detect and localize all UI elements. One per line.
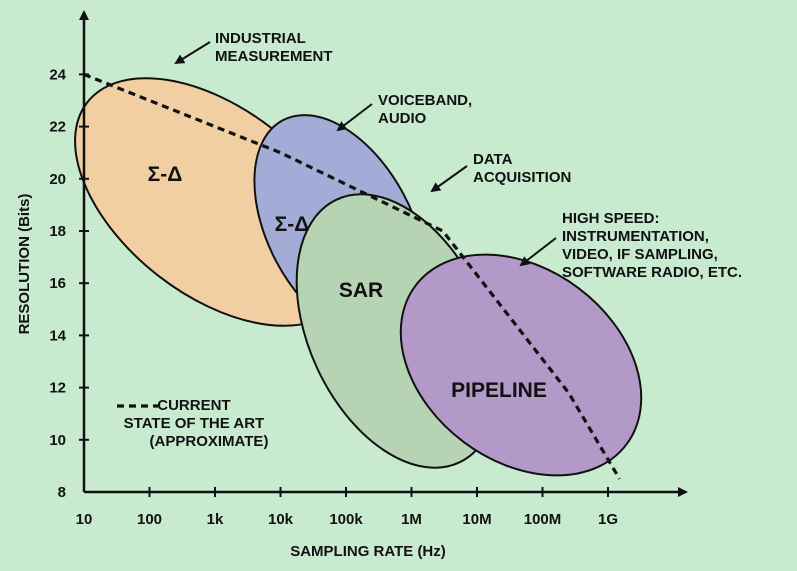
x-tick-label: 100k [329,511,363,528]
annotation-industrial-line-2: MEASUREMENT [215,48,333,65]
legend-line-2: STATE OF THE ART [124,415,265,432]
region-industrial-label: Σ-Δ [148,163,183,186]
annotation-sar: DATA ACQUISITION [473,151,571,186]
x-tick-label: 1M [401,511,422,528]
legend-text: CURRENT STATE OF THE ART (APPROXIMATE) [124,397,269,450]
x-tick-label: 10M [462,511,491,528]
annotation-sar-line-1: DATA [473,151,513,168]
y-tick-labels: 8 10 12 14 16 18 20 22 24 [49,66,66,501]
x-axis-label: SAMPLING RATE (Hz) [290,543,446,560]
region-sar-label: SAR [339,279,383,302]
legend-line-3: (APPROXIMATE) [150,433,269,450]
region-audio-label: Σ-Δ [275,213,310,236]
x-tick-label: 100M [524,511,562,528]
annotation-pipeline-line-2: INSTRUMENTATION, [562,228,709,245]
x-tick-marks [148,487,609,497]
y-tick-label: 12 [49,380,66,397]
legend-line-1: CURRENT [157,397,230,414]
y-tick-label: 22 [49,119,66,136]
annotation-pipeline-line-1: HIGH SPEED: [562,210,660,227]
y-tick-label: 16 [49,275,66,292]
y-axis-label: RESOLUTION (Bits) [16,194,33,335]
annotation-audio-line-1: VOICEBAND, [378,92,472,109]
audio-arrow [336,103,373,132]
y-tick-label: 10 [49,432,66,449]
industrial-arrow [174,41,211,65]
x-tick-label: 10 [76,511,93,528]
annotation-audio-line-2: AUDIO [378,110,427,127]
sar-arrow [430,165,468,193]
annotation-pipeline-line-4: SOFTWARE RADIO, ETC. [562,264,742,281]
annotation-audio: VOICEBAND, AUDIO [378,92,476,127]
regions [74,77,643,477]
annotation-industrial-line-1: INDUSTRIAL [215,30,306,47]
y-tick-label: 24 [49,66,66,83]
annotation-industrial: INDUSTRIAL MEASUREMENT [215,30,333,65]
y-tick-label: 20 [49,171,66,188]
y-tick-label: 18 [49,223,66,240]
x-tick-label: 1k [207,511,224,528]
state-of-the-art-line [83,72,621,480]
legend: CURRENT STATE OF THE ART (APPROXIMATE) [117,397,268,450]
y-tick-label: 8 [58,484,66,501]
region-pipeline-label: PIPELINE [451,379,547,402]
region-pipeline-ellipse [399,253,643,477]
y-tick-label: 14 [49,327,66,344]
x-tick-labels: 10 100 1k 10k 100k 1M 10M 100M 1G [76,511,618,528]
annotation-pipeline-line-3: VIDEO, IF SAMPLING, [562,246,718,263]
x-tick-label: 1G [598,511,618,528]
annotation-pipeline: HIGH SPEED: INSTRUMENTATION, VIDEO, IF S… [562,210,742,281]
annotation-arrows [174,41,557,267]
x-tick-label: 100 [137,511,162,528]
x-tick-label: 10k [268,511,294,528]
annotation-sar-line-2: ACQUISITION [473,169,571,186]
pipeline-arrow [519,237,557,267]
